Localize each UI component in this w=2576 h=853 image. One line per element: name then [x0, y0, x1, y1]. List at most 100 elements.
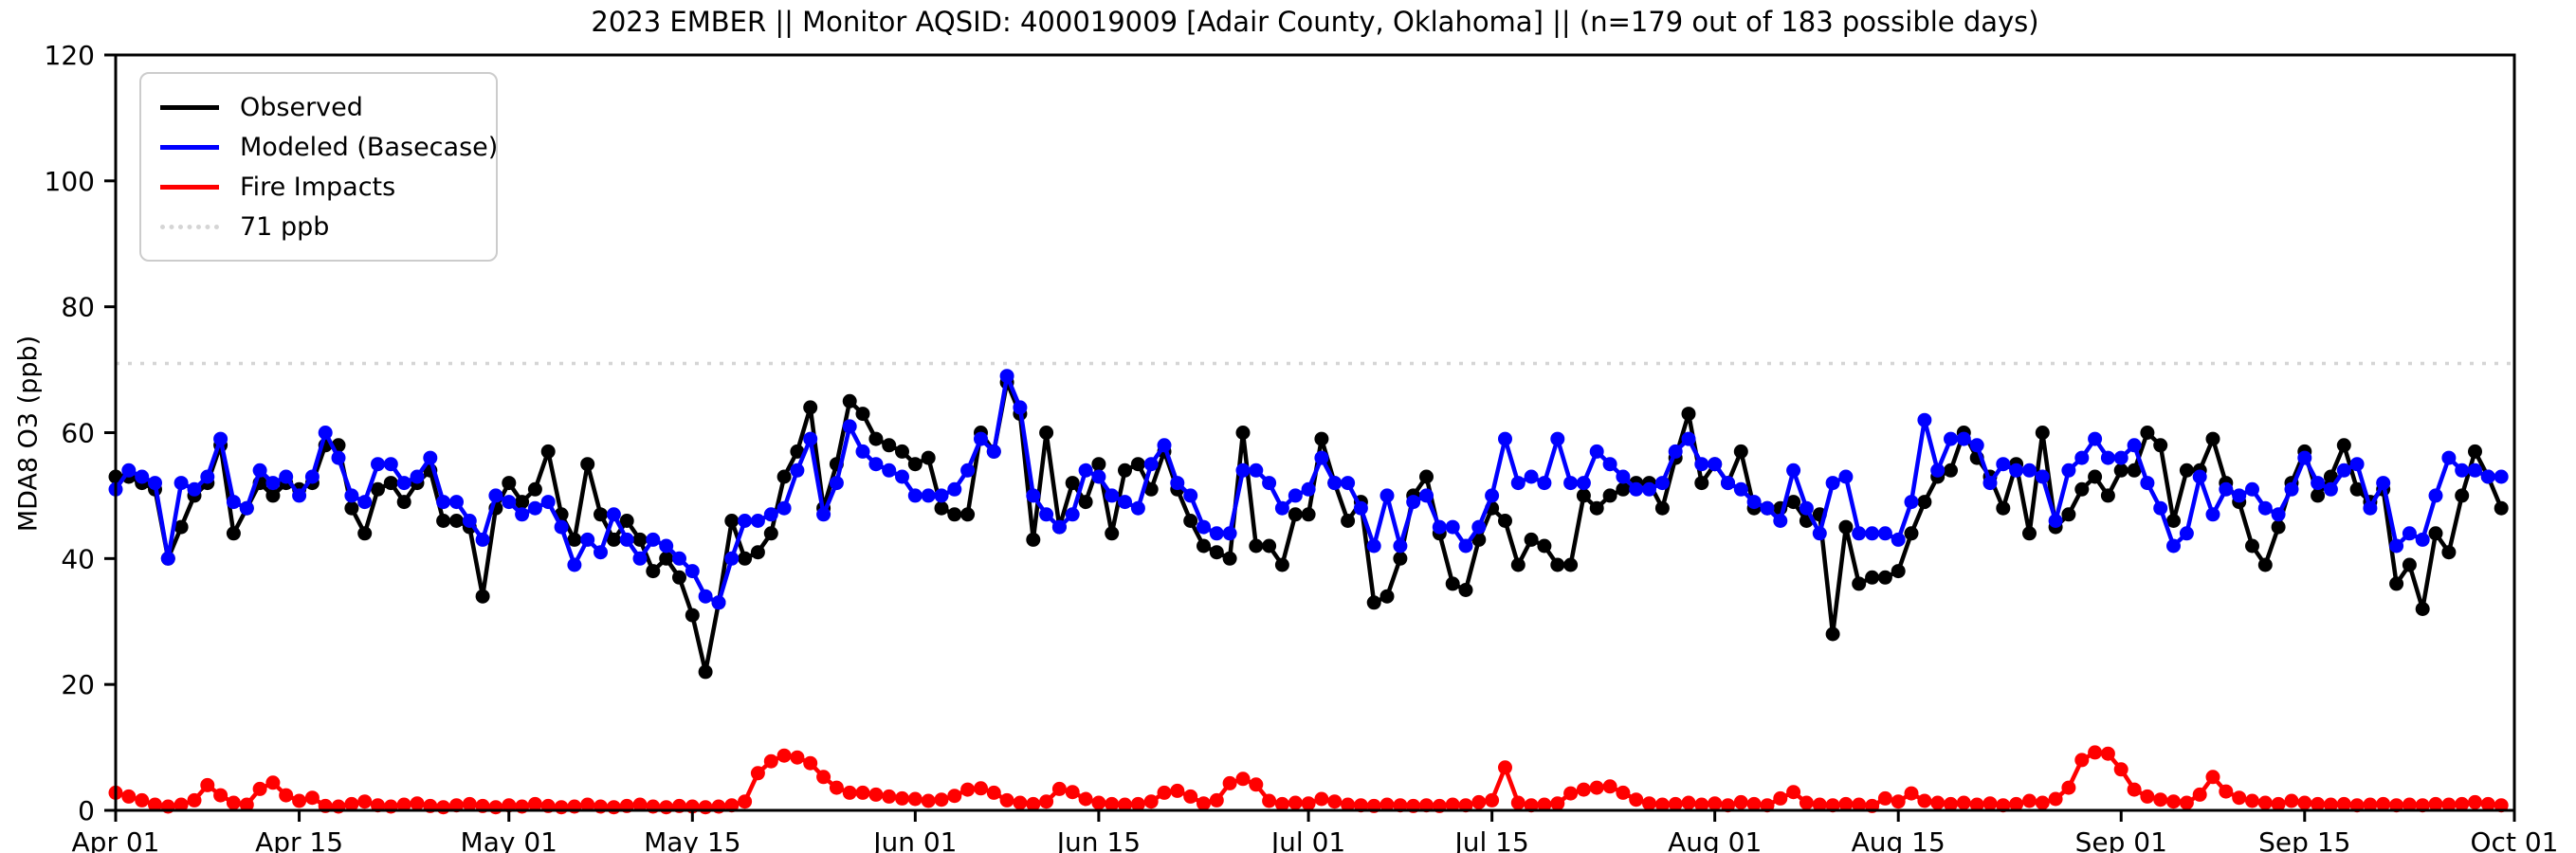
data-point-observed: [750, 545, 765, 560]
data-point-modeled-basecase: [1510, 476, 1526, 491]
data-point-fire-impacts: [1799, 795, 1814, 810]
data-point-fire-impacts: [2113, 762, 2128, 777]
data-point-fire-impacts: [659, 800, 674, 815]
data-point-modeled-basecase: [1996, 457, 2011, 472]
data-point-modeled-basecase: [2389, 538, 2404, 554]
x-tick-label: Apr 01: [72, 826, 160, 853]
data-point-observed: [895, 444, 909, 459]
data-point-fire-impacts: [2074, 753, 2090, 768]
data-point-modeled-basecase: [842, 419, 857, 434]
data-point-observed: [1209, 545, 1224, 560]
data-point-observed: [1944, 463, 1958, 478]
data-point-fire-impacts: [1051, 781, 1067, 796]
data-point-fire-impacts: [738, 794, 753, 809]
data-point-modeled-basecase: [868, 457, 884, 472]
data-point-modeled-basecase: [1969, 438, 1984, 453]
data-point-fire-impacts: [1589, 780, 1604, 795]
data-point-fire-impacts: [2284, 793, 2299, 808]
data-point-fire-impacts: [187, 792, 202, 808]
data-point-modeled-basecase: [724, 551, 740, 566]
data-point-fire-impacts: [1222, 775, 1237, 790]
data-point-fire-impacts: [1825, 798, 1840, 813]
data-point-observed: [1589, 500, 1604, 516]
data-point-observed: [2271, 519, 2286, 535]
data-point-modeled-basecase: [1485, 488, 1500, 503]
data-point-modeled-basecase: [357, 495, 373, 510]
data-point-modeled-basecase: [135, 469, 150, 484]
data-point-fire-impacts: [868, 787, 884, 802]
data-point-observed: [960, 507, 976, 522]
data-point-observed: [1498, 514, 1512, 528]
x-tick-label: Aug 15: [1852, 826, 1946, 853]
y-tick-label: 0: [78, 795, 95, 826]
data-point-observed: [1471, 532, 1487, 547]
legend-label: 71 ppb: [240, 211, 330, 242]
data-point-modeled-basecase: [2415, 532, 2430, 547]
data-point-modeled-basecase: [2232, 488, 2247, 503]
data-point-fire-impacts: [763, 753, 778, 769]
data-point-modeled-basecase: [1786, 463, 1801, 478]
data-point-observed: [2088, 469, 2103, 484]
data-point-modeled-basecase: [1498, 431, 1512, 446]
data-point-modeled-basecase: [1956, 431, 1971, 446]
data-point-modeled-basecase: [396, 476, 411, 491]
data-point-observed: [1366, 595, 1381, 610]
data-point-fire-impacts: [1969, 797, 1984, 812]
data-point-observed: [2428, 526, 2443, 541]
x-tick-label: May 01: [461, 826, 557, 853]
data-point-modeled-basecase: [711, 595, 726, 610]
data-point-modeled-basecase: [527, 500, 542, 516]
y-tick-label: 100: [45, 166, 95, 197]
data-point-fire-impacts: [1353, 798, 1368, 813]
data-point-observed: [580, 457, 595, 472]
data-point-modeled-basecase: [1419, 488, 1434, 503]
data-point-observed: [357, 526, 373, 541]
data-point-modeled-basecase: [619, 532, 634, 547]
data-point-modeled-basecase: [580, 532, 595, 547]
data-point-modeled-basecase: [1209, 526, 1224, 541]
data-point-modeled-basecase: [632, 551, 648, 566]
data-point-modeled-basecase: [1262, 476, 1277, 491]
data-point-modeled-basecase: [2153, 500, 2168, 516]
data-point-fire-impacts: [1026, 796, 1041, 811]
data-point-fire-impacts: [1274, 796, 1289, 811]
data-point-modeled-basecase: [226, 495, 241, 510]
data-point-observed: [174, 519, 189, 535]
data-point-observed: [646, 564, 661, 579]
data-point-observed: [1105, 526, 1120, 541]
data-point-fire-impacts: [907, 791, 923, 807]
data-point-fire-impacts: [1170, 783, 1185, 798]
data-point-fire-impacts: [829, 780, 844, 795]
data-point-modeled-basecase: [1013, 400, 1028, 415]
data-point-observed: [1393, 551, 1408, 566]
data-point-fire-impacts: [252, 781, 267, 796]
data-point-fire-impacts: [934, 792, 949, 808]
data-point-fire-impacts: [2336, 796, 2351, 811]
data-point-observed: [776, 469, 792, 484]
data-point-observed: [2455, 488, 2470, 503]
y-tick-label: 80: [61, 292, 95, 323]
data-point-fire-impacts: [1629, 792, 1644, 808]
data-point-observed: [698, 664, 713, 680]
data-point-observed: [567, 532, 582, 547]
data-point-observed: [1891, 564, 1906, 579]
data-point-fire-impacts: [502, 798, 517, 813]
data-point-modeled-basecase: [1445, 519, 1460, 535]
data-point-modeled-basecase: [488, 488, 503, 503]
data-point-fire-impacts: [750, 766, 765, 781]
data-point-observed: [1825, 626, 1840, 642]
data-point-fire-impacts: [724, 798, 740, 813]
data-point-fire-impacts: [1379, 797, 1395, 812]
data-point-observed: [383, 476, 398, 491]
data-point-modeled-basecase: [1222, 526, 1237, 541]
data-point-modeled-basecase: [1930, 463, 1946, 478]
data-point-observed: [803, 400, 818, 415]
data-point-fire-impacts: [449, 798, 464, 813]
data-point-modeled-basecase: [2219, 481, 2234, 497]
data-point-fire-impacts: [226, 795, 241, 810]
data-point-modeled-basecase: [1458, 538, 1473, 554]
data-point-observed: [1143, 481, 1159, 497]
data-point-observed: [724, 514, 740, 528]
data-point-modeled-basecase: [855, 444, 870, 459]
